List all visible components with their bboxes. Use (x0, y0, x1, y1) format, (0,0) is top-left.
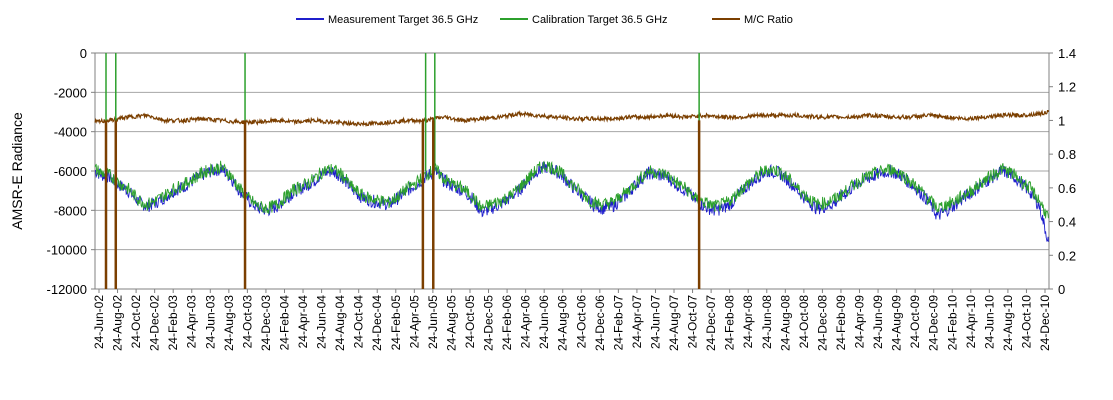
x-tick-label: 24-Apr-10 (964, 295, 978, 349)
x-tick-label: 24-Jun-10 (982, 295, 996, 349)
x-tick-label: 24-Dec-07 (704, 295, 718, 351)
x-tick-label: 24-Jun-05 (426, 295, 440, 349)
x-tick-label: 24-Oct-07 (686, 295, 700, 349)
y2-tick-label: 1.4 (1058, 46, 1076, 61)
x-tick-label: 24-Oct-03 (240, 295, 254, 349)
series-line-m-c-ratio (94, 109, 1049, 127)
x-tick-label: 24-Apr-03 (185, 295, 199, 349)
x-tick-label: 24-Oct-09 (908, 295, 922, 349)
y2-tick-label: 0.4 (1058, 215, 1076, 230)
x-tick-label: 24-Jun-03 (203, 295, 217, 349)
legend-label: Calibration Target 36.5 GHz (532, 14, 668, 26)
legend-label: M/C Ratio (744, 14, 793, 26)
x-tick-label: 24-Dec-05 (482, 295, 496, 351)
x-tick-label: 24-Jun-09 (871, 295, 885, 349)
y-tick-label: -6000 (54, 164, 87, 179)
x-tick-label: 24-Aug-04 (333, 295, 347, 351)
legend-label: Measurement Target 36.5 GHz (328, 14, 478, 26)
y2-tick-label: 0.2 (1058, 248, 1076, 263)
x-tick-label: 24-Feb-09 (834, 295, 848, 351)
x-tick-label: 24-Feb-05 (389, 295, 403, 351)
y-tick-label: -2000 (54, 85, 87, 100)
y-tick-label: -12000 (47, 282, 87, 297)
y-axis-title: AMSR-E Radiance (9, 112, 25, 230)
y-axis-left: 0 -2000 -4000 -6000 -8000 -10000 -12000 (47, 46, 95, 297)
series-lines (94, 53, 1049, 289)
x-tick-label: 24-Dec-02 (148, 295, 162, 351)
x-tick-label: 24-Dec-04 (370, 295, 384, 351)
x-tick-label: 24-Feb-07 (611, 295, 625, 351)
series-line-calibration-target-36-5-ghz (94, 160, 1049, 219)
x-tick-label: 24-Jun-04 (315, 295, 329, 349)
y2-tick-label: 0.6 (1058, 181, 1076, 196)
x-tick-label: 24-Oct-02 (129, 295, 143, 349)
y2-tick-label: 1 (1058, 113, 1065, 128)
x-tick-label: 24-Apr-07 (630, 295, 644, 349)
y-tick-label: -10000 (47, 243, 87, 258)
x-tick-label: 24-Jun-07 (648, 295, 662, 349)
y2-tick-label: 0 (1058, 282, 1065, 297)
y-tick-label: -4000 (54, 125, 87, 140)
x-axis: 24-Jun-02 24-Aug-02 24-Oct-02 24-Dec-02 24-F… (92, 289, 1052, 351)
x-tick-label: 24-Oct-10 (1019, 295, 1033, 349)
x-tick-label: 24-Dec-08 (815, 295, 829, 351)
x-tick-label: 24-Feb-04 (277, 295, 291, 351)
x-tick-label: 24-Aug-08 (778, 295, 792, 351)
x-tick-label: 24-Aug-06 (556, 295, 570, 351)
x-tick-label: 24-Apr-09 (853, 295, 867, 349)
x-tick-label: 24-Jun-08 (760, 295, 774, 349)
x-tick-label: 24-Aug-07 (667, 295, 681, 351)
x-tick-label: 24-Aug-10 (1001, 295, 1015, 351)
y2-tick-label: 1.2 (1058, 80, 1076, 95)
y-tick-label: -8000 (54, 203, 87, 218)
x-tick-label: 24-Apr-04 (296, 295, 310, 349)
x-tick-label: 24-Oct-06 (574, 295, 588, 349)
x-tick-label: 24-Feb-03 (166, 295, 180, 351)
x-tick-label: 24-Feb-10 (945, 295, 959, 351)
x-tick-label: 24-Feb-06 (500, 295, 514, 351)
x-tick-label: 24-Jun-02 (92, 295, 106, 349)
x-tick-label: 24-Dec-03 (259, 295, 273, 351)
x-tick-label: 24-Dec-06 (593, 295, 607, 351)
gridlines (95, 91, 1049, 251)
x-tick-label: 24-Aug-09 (890, 295, 904, 351)
x-tick-label: 24-Dec-09 (927, 295, 941, 351)
x-tick-label: 24-Apr-06 (519, 295, 533, 349)
legend: Measurement Target 36.5 GHz Calibration T… (296, 14, 793, 26)
y-axis-right: 1.4 1.2 1 0.8 0.6 0.4 0.2 0 (1049, 46, 1076, 297)
x-tick-label: 24-Aug-02 (111, 295, 125, 351)
x-tick-label: 24-Oct-05 (463, 295, 477, 349)
x-tick-label: 24-Oct-08 (797, 295, 811, 349)
x-tick-label: 24-Apr-05 (407, 295, 421, 349)
x-tick-label: 24-Dec-10 (1038, 295, 1052, 351)
x-tick-label: 24-Aug-03 (222, 295, 236, 351)
x-tick-label: 24-Feb-08 (723, 295, 737, 351)
x-tick-label: 24-Aug-05 (444, 295, 458, 351)
x-tick-label: 24-Apr-08 (741, 295, 755, 349)
y2-tick-label: 0.8 (1058, 147, 1076, 162)
x-tick-label: 24-Oct-04 (352, 295, 366, 349)
x-tick-label: 24-Jun-06 (537, 295, 551, 349)
y-tick-label: 0 (80, 46, 87, 61)
series-line-measurement-target-36-5-ghz (94, 160, 1049, 242)
